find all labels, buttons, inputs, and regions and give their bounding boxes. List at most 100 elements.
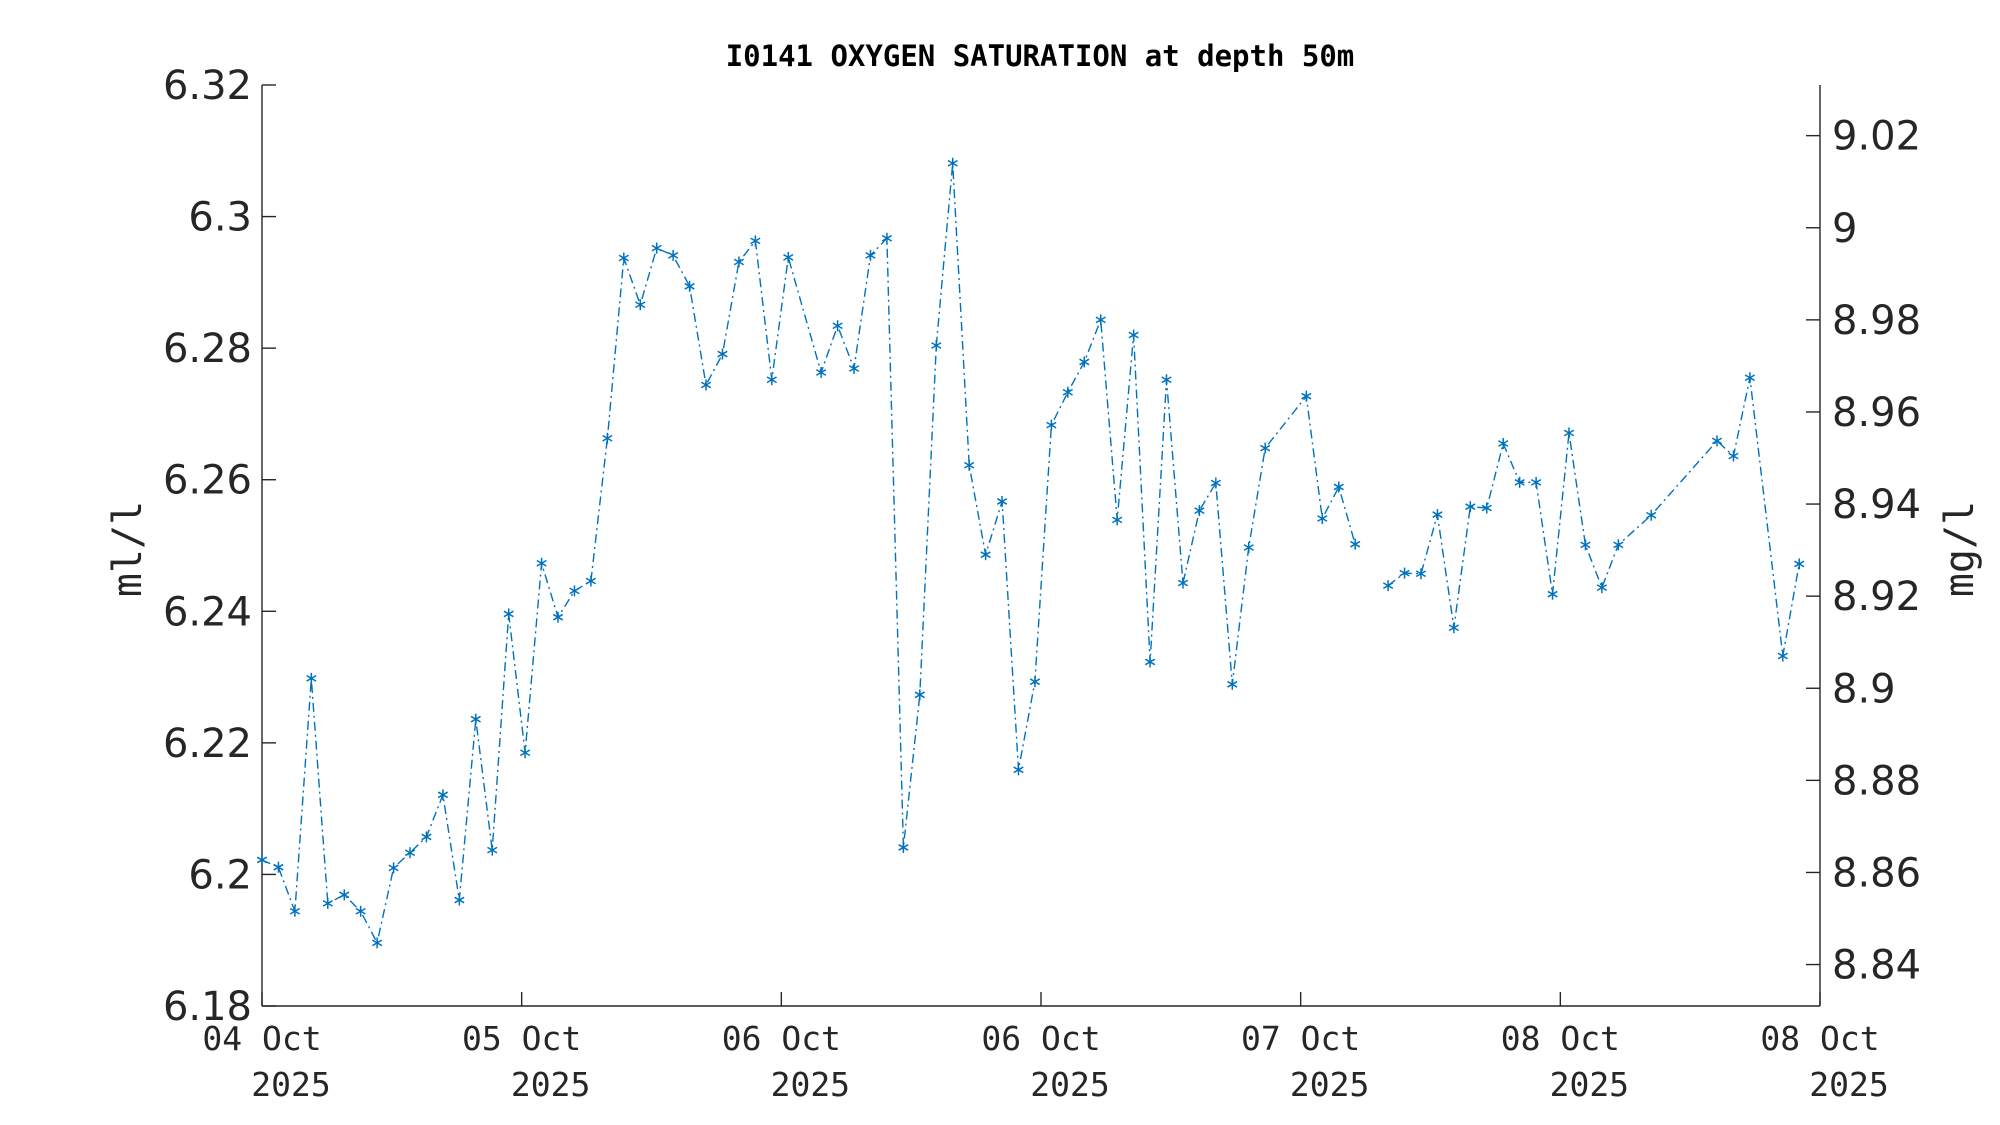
series-line	[1387, 377, 1800, 657]
left-tick-label: 6.18	[163, 984, 252, 1030]
data-point-marker	[1448, 622, 1460, 634]
data-point-marker	[1177, 577, 1189, 589]
x-tick-label-date: 08 Oct	[1501, 1019, 1620, 1058]
data-point-marker	[684, 280, 695, 292]
data-point-marker	[256, 854, 268, 866]
data-point-marker	[996, 495, 1008, 507]
series-line-group	[261, 163, 1800, 945]
data-point-marker	[1013, 764, 1024, 776]
data-point-marker	[602, 432, 613, 444]
data-point-marker	[1514, 476, 1525, 488]
data-point-marker	[519, 747, 531, 759]
right-tick-label: 8.86	[1832, 850, 1921, 896]
right-tick-label: 8.92	[1832, 574, 1921, 620]
data-point-marker	[1777, 650, 1788, 662]
data-point-marker	[618, 252, 629, 264]
x-tick-label-year: 2025	[251, 1065, 330, 1104]
data-point-marker	[1563, 427, 1575, 439]
x-tick-label-date: 06 Oct	[981, 1019, 1100, 1058]
data-point-marker	[289, 905, 301, 917]
right-tick-label: 8.88	[1832, 758, 1921, 804]
right-y-axis-ticks: 8.84 8.86 8.88 8.9 8.92 8.94 8.96 8.98 9 9.02	[1806, 114, 1921, 989]
data-point-marker	[1161, 374, 1172, 386]
data-point-marker	[651, 242, 662, 254]
data-point-marker	[635, 299, 646, 311]
data-point-marker	[964, 459, 975, 471]
x-tick-label-date: 08 Oct	[1760, 1019, 1879, 1058]
data-point-marker	[273, 861, 284, 873]
data-point-marker	[816, 366, 827, 378]
data-point-marker	[388, 862, 399, 874]
x-tick-label-year: 2025	[1550, 1065, 1629, 1104]
data-point-marker	[1530, 476, 1542, 488]
x-tick-label-date: 06 Oct	[722, 1019, 841, 1058]
data-point-marker	[536, 557, 547, 569]
data-point-marker	[848, 363, 860, 375]
series-markers-group	[256, 157, 1805, 949]
data-point-marker	[931, 340, 942, 352]
x-axis-ticks: 04 Oct 2025 05 Oct 2025 06 Oct 2025 06 Oct 2025…	[202, 992, 1889, 1104]
right-tick-label: 8.9	[1832, 666, 1896, 712]
data-point-marker	[503, 608, 514, 620]
data-point-marker	[980, 549, 991, 561]
x-tick-label-date: 05 Oct	[462, 1019, 581, 1058]
data-point-marker	[1079, 356, 1090, 368]
data-point-marker	[585, 575, 597, 587]
left-y-axis-ticks: 6.18 6.2 6.22 6.24 6.26 6.28 6.3 6.32	[163, 63, 276, 1030]
data-point-marker	[322, 897, 333, 909]
data-point-marker	[733, 256, 745, 268]
x-tick-label-date: 07 Oct	[1241, 1019, 1360, 1058]
x-tick-label-year: 2025	[1290, 1065, 1369, 1104]
data-point-marker	[832, 320, 843, 332]
data-point-marker	[404, 847, 416, 859]
data-point-marker	[1317, 513, 1328, 525]
left-tick-label: 6.22	[163, 721, 252, 767]
chart-title: I0141 OXYGEN SATURATION at depth 50m	[726, 39, 1355, 73]
data-point-marker	[783, 251, 794, 263]
data-point-marker	[454, 894, 465, 906]
data-point-marker	[1062, 386, 1073, 398]
data-point-marker	[1046, 419, 1057, 431]
data-point-marker	[1095, 314, 1106, 326]
right-tick-label: 8.84	[1832, 943, 1921, 989]
data-point-marker	[1260, 442, 1271, 454]
data-point-marker	[1580, 539, 1591, 551]
data-point-marker	[1301, 390, 1312, 402]
data-point-marker	[667, 249, 679, 261]
data-point-marker	[371, 937, 383, 949]
data-point-marker	[1194, 505, 1205, 517]
data-point-marker	[1613, 539, 1624, 551]
data-point-marker	[569, 585, 580, 597]
data-point-marker	[1547, 588, 1558, 600]
data-point-marker	[1481, 502, 1492, 514]
data-point-marker	[1382, 580, 1394, 592]
data-point-marker	[865, 249, 876, 261]
series-line	[261, 163, 1356, 945]
data-point-marker	[766, 374, 777, 386]
left-tick-label: 6.24	[163, 589, 252, 635]
data-point-marker	[1029, 676, 1041, 688]
left-tick-label: 6.26	[163, 458, 252, 504]
data-point-marker	[487, 844, 498, 856]
data-point-marker	[1144, 656, 1156, 668]
right-tick-label: 9.02	[1832, 114, 1921, 160]
data-point-marker	[1128, 329, 1139, 341]
right-tick-label: 8.98	[1832, 298, 1921, 344]
y-axis-label-left: ml/l	[105, 501, 151, 597]
data-point-marker	[700, 379, 712, 391]
right-tick-label: 8.96	[1832, 390, 1921, 436]
data-point-marker	[1415, 568, 1427, 580]
y-axis-label-right: mg/l	[1937, 501, 1983, 597]
data-point-marker	[1711, 435, 1723, 447]
x-tick-label-date: 04 Oct	[202, 1019, 321, 1058]
data-point-marker	[898, 841, 909, 853]
data-point-marker	[1728, 450, 1739, 462]
data-point-marker	[339, 889, 350, 901]
data-point-marker	[355, 905, 366, 917]
data-point-marker	[1243, 541, 1254, 553]
left-tick-label: 6.2	[188, 852, 252, 898]
data-point-marker	[750, 235, 761, 247]
left-tick-label: 6.28	[163, 326, 252, 372]
data-point-marker	[1646, 509, 1657, 521]
